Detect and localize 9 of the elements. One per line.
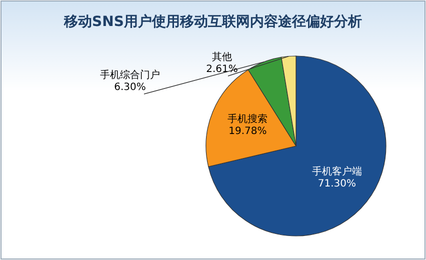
data-label: 19.78% [228,126,267,138]
data-label: 2.61% [206,64,238,75]
slice-label: 其他 [212,51,232,63]
data-label: 71.30% [318,178,356,190]
data-label: 6.30% [114,82,146,93]
slice-label: 手机综合门户 [100,69,160,81]
slice-label: 手机客户端 [312,165,362,178]
slice-label: 手机搜索 [228,113,268,126]
chart-title: 移动SNS用户使用移动互联网内容途径偏好分析 [63,13,362,30]
